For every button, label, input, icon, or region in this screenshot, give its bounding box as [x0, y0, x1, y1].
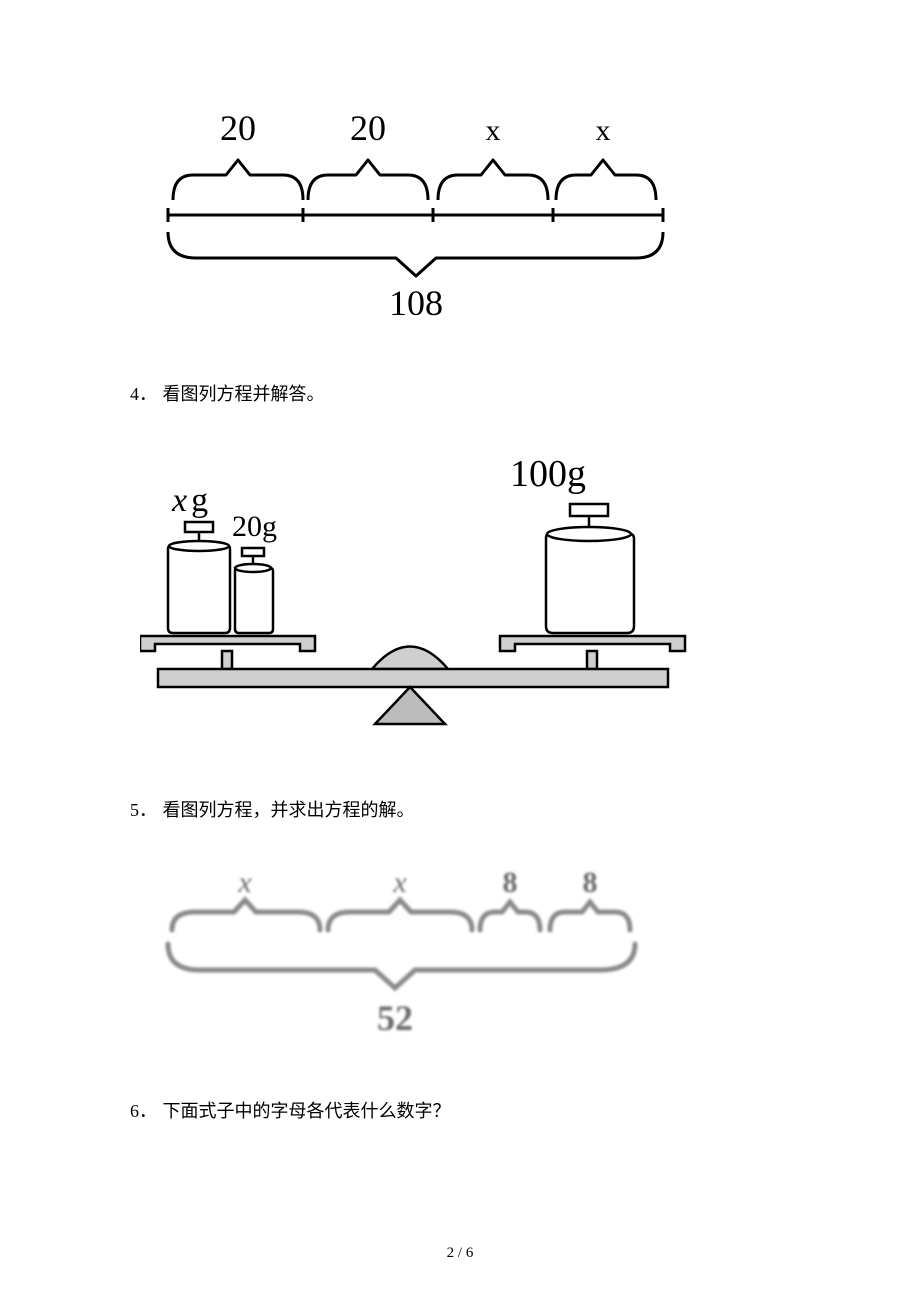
q4-number: 4．: [130, 380, 158, 406]
total-label-3: 52: [377, 998, 413, 1037]
diagram-bracket-52: x x 8 8 52: [140, 862, 790, 1037]
right-pan: [500, 636, 685, 651]
label-xg: xg: [171, 482, 208, 519]
seg3-label-3: 8: [503, 866, 518, 899]
weight-x: [168, 522, 230, 633]
label-100g: 100g: [510, 453, 586, 495]
weight-100g: [546, 504, 634, 633]
seg3-label-4: 8: [583, 866, 598, 899]
q5-text: 看图列方程，并求出方程的解。: [163, 800, 415, 820]
question-6: 6． 下面式子中的字母各代表什么数字？: [130, 1097, 790, 1123]
diagram-bracket-108: 20 20 x x 108: [148, 100, 790, 320]
label-20g: 20g: [232, 510, 277, 543]
weight-20g: [235, 548, 273, 633]
main-line-group: [168, 208, 663, 222]
beam: [158, 669, 668, 687]
seg-label-2: 20: [350, 108, 386, 148]
page-total: 6: [466, 1245, 474, 1261]
seg-label-3: x: [486, 114, 501, 147]
upper-braces-3: [172, 900, 630, 930]
center-dome: [372, 647, 448, 670]
q5-number: 5．: [130, 796, 158, 822]
diagram-balance-scale: xg 20g 100g: [140, 446, 790, 736]
seg-label-4: x: [596, 114, 611, 147]
page-number: 2 / 6: [0, 1245, 920, 1262]
question-4: 4． 看图列方程并解答。: [130, 380, 790, 406]
q6-text: 下面式子中的字母各代表什么数字？: [163, 1101, 451, 1121]
left-pan: [140, 636, 315, 651]
question-5: 5． 看图列方程，并求出方程的解。: [130, 796, 790, 822]
triangle-base: [375, 687, 445, 724]
lower-brace-3: [168, 944, 635, 988]
lower-brace: [168, 232, 663, 276]
q4-text: 看图列方程并解答。: [163, 384, 325, 404]
upper-braces-group: [173, 160, 656, 200]
seg-label-1: 20: [220, 108, 256, 148]
q6-number: 6．: [130, 1097, 158, 1123]
page-sep: /: [454, 1245, 466, 1261]
seg3-label-1: x: [237, 866, 252, 899]
total-label: 108: [389, 283, 443, 320]
seg3-label-2: x: [392, 866, 407, 899]
